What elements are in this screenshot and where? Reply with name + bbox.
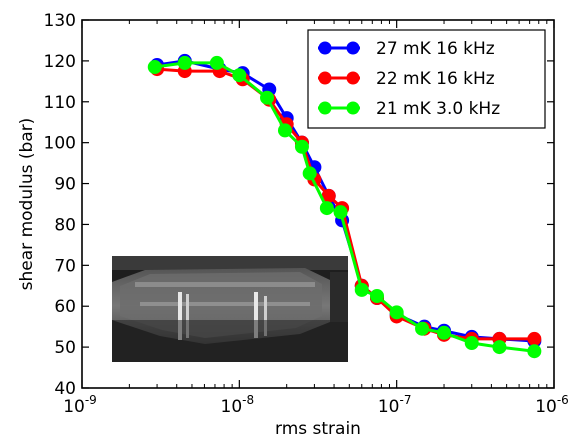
legend-label: 27 mK 16 kHz bbox=[376, 39, 495, 59]
legend-marker bbox=[346, 101, 360, 115]
y-tick-label: 50 bbox=[54, 338, 76, 358]
data-point bbox=[302, 166, 317, 181]
data-point bbox=[437, 325, 452, 340]
legend-marker bbox=[318, 41, 332, 55]
data-point bbox=[527, 331, 542, 346]
y-tick-label: 130 bbox=[44, 11, 76, 31]
data-point bbox=[492, 340, 507, 355]
y-tick-label: 40 bbox=[54, 379, 76, 399]
series-3 bbox=[147, 55, 542, 359]
data-point bbox=[319, 201, 334, 216]
x-tick-label: 10-7 bbox=[378, 393, 412, 417]
data-point bbox=[415, 321, 430, 336]
data-point bbox=[294, 139, 309, 154]
data-point bbox=[277, 123, 292, 138]
series-layer bbox=[147, 53, 542, 359]
data-point bbox=[527, 344, 542, 359]
y-tick-label: 90 bbox=[54, 175, 76, 195]
data-point bbox=[177, 55, 192, 70]
x-tick-label: 10-8 bbox=[221, 393, 255, 417]
data-point bbox=[147, 60, 162, 75]
y-tick-label: 100 bbox=[44, 134, 76, 154]
y-tick-labels: 40 50 60 70 80 90 100 110 120 130 bbox=[44, 11, 76, 399]
data-point bbox=[232, 68, 247, 83]
y-tick-label: 120 bbox=[44, 52, 76, 72]
x-axis-label: rms strain bbox=[275, 419, 361, 439]
x-tick-label: 10-6 bbox=[535, 393, 569, 417]
legend-marker bbox=[346, 71, 360, 85]
y-tick-label: 110 bbox=[44, 93, 76, 113]
x-tick-label: 10-9 bbox=[63, 393, 97, 417]
y-tick-label: 60 bbox=[54, 297, 76, 317]
data-point bbox=[333, 205, 348, 220]
legend-label: 21 mK 3.0 kHz bbox=[376, 99, 500, 119]
legend-label: 22 mK 16 kHz bbox=[376, 69, 495, 89]
data-point bbox=[209, 55, 224, 70]
axes-frame bbox=[81, 19, 555, 389]
inset-photo bbox=[112, 256, 348, 362]
data-point bbox=[354, 282, 369, 297]
data-point bbox=[389, 305, 404, 320]
legend-marker bbox=[318, 101, 332, 115]
x-tick-labels: 10-9 10-8 10-7 10-6 bbox=[63, 393, 569, 417]
legend-marker bbox=[346, 41, 360, 55]
data-point bbox=[260, 90, 275, 105]
legend-marker bbox=[318, 71, 332, 85]
y-axis-label: shear modulus (bar) bbox=[17, 118, 37, 291]
data-point bbox=[464, 336, 479, 351]
legend: 27 mK 16 kHz 22 mK 16 kHz 21 mK 3.0 kHz bbox=[307, 29, 546, 129]
y-tick-label: 80 bbox=[54, 215, 76, 235]
data-point bbox=[370, 289, 385, 303]
y-tick-label: 70 bbox=[54, 256, 76, 276]
